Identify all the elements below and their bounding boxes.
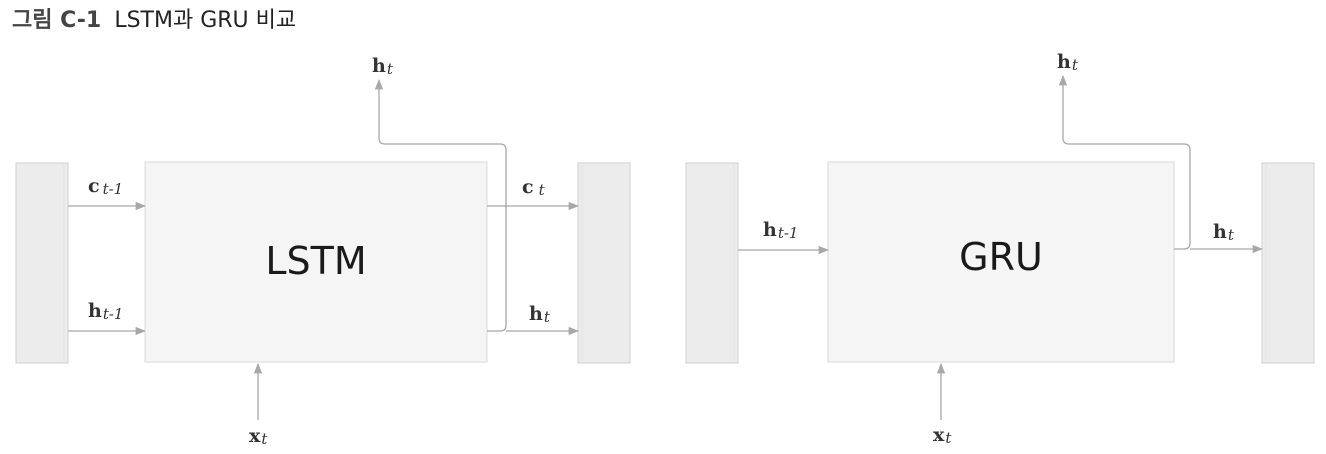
lstm-prev-cell — [15, 162, 69, 364]
figure-caption: 그림 C-1 LSTM과 GRU 비교 — [12, 6, 296, 36]
gru-panel: GRU ht-1 xt ht ht — [685, 51, 1315, 447]
lstm-h-up-label: ht — [372, 55, 394, 78]
figure-number: 그림 C-1 — [12, 8, 102, 33]
gru-cell-box — [827, 161, 1175, 363]
lstm-x-label: xt — [249, 425, 268, 448]
lstm-c-prev-label: c t-1 — [88, 175, 123, 198]
gru-h-prev-label: ht-1 — [763, 219, 798, 242]
figure-title: LSTM과 GRU 비교 — [114, 8, 297, 33]
gru-cell-label: GRU — [959, 235, 1043, 279]
gru-next-cell — [1261, 162, 1315, 364]
lstm-cell-box — [144, 161, 488, 363]
gru-h-out-label: ht — [1213, 221, 1235, 244]
lstm-h-up-arrow — [374, 78, 507, 332]
gru-x-label: xt — [933, 424, 952, 447]
gru-h-up-label: ht — [1057, 51, 1079, 74]
lstm-h-out-label: ht — [529, 303, 551, 326]
lstm-next-cell — [577, 162, 631, 364]
gru-h-up-arrow — [1058, 74, 1191, 250]
lstm-h-prev-label: ht-1 — [88, 300, 123, 323]
gru-prev-cell — [685, 162, 739, 364]
lstm-cell-label: LSTM — [265, 239, 366, 283]
